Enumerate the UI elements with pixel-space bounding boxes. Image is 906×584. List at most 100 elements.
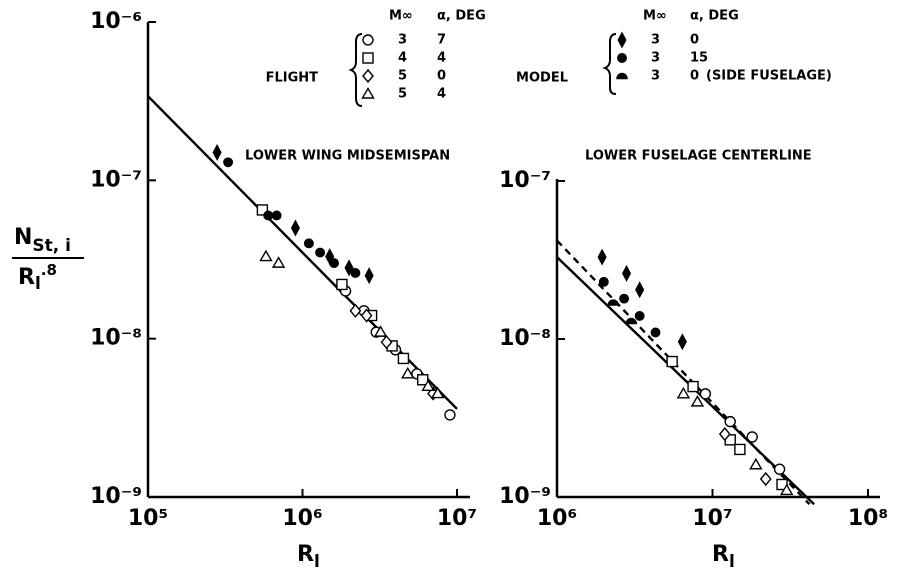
data-point bbox=[271, 256, 286, 268]
y-tick-label: 10⁻⁷ bbox=[90, 167, 142, 192]
data-point bbox=[263, 210, 274, 221]
fit-line bbox=[556, 256, 815, 506]
legend-header: α, DEG bbox=[690, 9, 739, 24]
legend-marker bbox=[617, 31, 627, 49]
legend-marker bbox=[362, 52, 374, 64]
data-point bbox=[687, 380, 699, 393]
legend-mach: 3 bbox=[398, 33, 407, 48]
x-tick-label: 10⁸ bbox=[848, 506, 888, 531]
data-point bbox=[666, 355, 678, 368]
legend-alpha: 15 bbox=[690, 51, 708, 66]
data-point bbox=[650, 327, 661, 338]
y-tick-label: 10⁻⁷ bbox=[499, 168, 551, 193]
y-label-den-sup: .8 bbox=[41, 261, 57, 279]
legend-mach: 3 bbox=[651, 51, 660, 66]
data-point bbox=[259, 249, 273, 262]
x-tick-label: 10⁷ bbox=[437, 506, 477, 531]
data-point bbox=[256, 204, 269, 216]
data-point bbox=[417, 374, 429, 386]
legend-marker bbox=[617, 53, 627, 63]
x-tick-label: 10⁷ bbox=[692, 506, 732, 531]
legend-alpha: 0 bbox=[690, 69, 699, 84]
y-label-den-text: R bbox=[18, 265, 35, 290]
legend-marker bbox=[616, 72, 628, 80]
y-tick-label: 10⁻⁶ bbox=[90, 9, 142, 34]
legend-group-label: FLIGHT bbox=[266, 71, 319, 86]
y-label-den-sub: l bbox=[35, 274, 41, 294]
y-tick-label: 10⁻⁹ bbox=[499, 484, 551, 509]
data-point bbox=[212, 143, 222, 161]
data-point bbox=[344, 259, 354, 277]
data-point bbox=[597, 248, 607, 266]
data-point bbox=[444, 409, 456, 421]
x-label: Rl bbox=[712, 542, 735, 572]
y-tick-label: 10⁻⁸ bbox=[90, 326, 142, 351]
legend-note: (SIDE FUSELAGE) bbox=[706, 69, 832, 84]
data-point bbox=[746, 431, 758, 443]
legend-brace bbox=[348, 33, 363, 107]
data-point bbox=[350, 268, 361, 278]
legend-marker bbox=[362, 34, 374, 46]
data-point bbox=[315, 247, 326, 258]
legend-group-label: MODEL bbox=[516, 71, 568, 86]
data-point bbox=[699, 388, 712, 400]
legend-mach: 3 bbox=[651, 69, 660, 84]
data-point bbox=[421, 379, 435, 392]
x-tick-label: 10⁶ bbox=[537, 506, 577, 531]
fit-line bbox=[556, 239, 811, 506]
annotation: LOWER FUSELAGE CENTERLINE bbox=[585, 149, 812, 164]
data-point bbox=[718, 427, 731, 442]
legend-mach: 3 bbox=[651, 33, 660, 48]
data-point bbox=[779, 483, 794, 496]
data-point bbox=[619, 293, 630, 304]
y-tick-label: 10⁻⁸ bbox=[499, 326, 551, 351]
fit-line bbox=[147, 95, 458, 410]
legend-alpha: 7 bbox=[437, 33, 446, 48]
data-point bbox=[397, 352, 410, 365]
x-tick-label: 10⁵ bbox=[128, 506, 168, 531]
legend-brace bbox=[602, 33, 617, 95]
x-label-text: R bbox=[712, 542, 729, 567]
legend-marker bbox=[362, 68, 374, 84]
legend-mach: 5 bbox=[398, 69, 407, 84]
y-label-num: NSt, i bbox=[14, 225, 71, 256]
data-point bbox=[773, 463, 786, 475]
legend-alpha: 4 bbox=[437, 87, 446, 102]
x-label-text: R bbox=[297, 542, 314, 567]
data-point bbox=[690, 394, 705, 407]
x-label: Rl bbox=[297, 542, 320, 572]
data-point bbox=[349, 303, 362, 318]
data-point bbox=[635, 281, 645, 299]
data-point bbox=[290, 219, 300, 237]
y-label-den: Rl.8 bbox=[18, 261, 57, 295]
legend-alpha: 0 bbox=[690, 33, 699, 48]
data-point bbox=[676, 386, 691, 399]
x-label-sub: l bbox=[729, 552, 735, 572]
legend-mach: 4 bbox=[398, 51, 407, 66]
data-point bbox=[759, 471, 772, 487]
data-point bbox=[303, 238, 314, 249]
legend-header: M∞ bbox=[643, 9, 667, 24]
legend-alpha: 4 bbox=[437, 51, 446, 66]
data-point bbox=[329, 258, 339, 269]
y-label-num-text: N bbox=[14, 225, 32, 250]
x-tick-label: 10⁶ bbox=[282, 506, 322, 531]
annotation: LOWER WING MIDSEMISPAN bbox=[245, 149, 450, 164]
y-label-num-sub: St, i bbox=[32, 236, 71, 256]
data-point bbox=[430, 386, 445, 399]
legend-mach: 5 bbox=[398, 87, 407, 102]
y-tick-label: 10⁻⁹ bbox=[90, 484, 142, 509]
legend-header: M∞ bbox=[389, 9, 413, 24]
data-point bbox=[271, 210, 282, 221]
data-point bbox=[621, 264, 632, 282]
legend-marker bbox=[361, 87, 375, 99]
data-point bbox=[373, 325, 388, 337]
data-point bbox=[677, 333, 687, 351]
data-point bbox=[625, 317, 637, 325]
data-point bbox=[336, 278, 348, 291]
data-point bbox=[223, 157, 234, 168]
data-point bbox=[607, 299, 619, 306]
data-point bbox=[401, 366, 415, 379]
legend-header: α, DEG bbox=[437, 9, 486, 24]
